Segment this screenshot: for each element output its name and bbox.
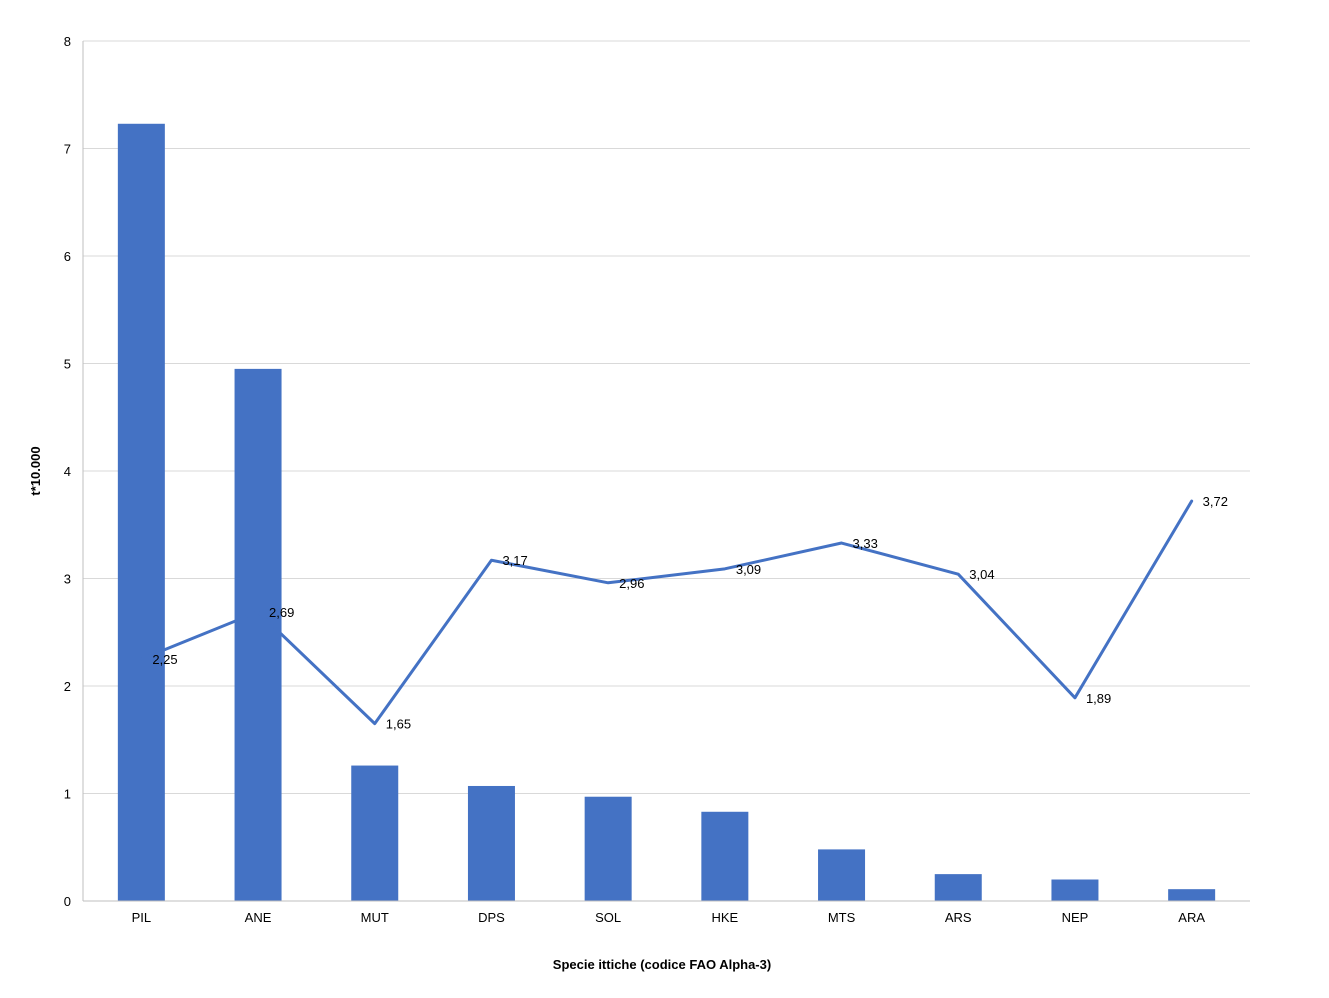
bar-dps [467, 785, 515, 901]
line-data-label-pil: 2,25 [152, 652, 177, 667]
bar-mts [818, 849, 866, 901]
bar-pil [117, 123, 165, 901]
y-tick-label: 6 [64, 249, 71, 264]
y-tick-label: 1 [64, 787, 71, 802]
line-data-label-nep: 1,89 [1086, 691, 1111, 706]
bar-ane [234, 368, 282, 901]
line-data-label-ara: 3,72 [1203, 494, 1228, 509]
x-tick-label-mts: MTS [828, 910, 856, 925]
x-tick-label-dps: DPS [478, 910, 505, 925]
x-tick-label-mut: MUT [361, 910, 389, 925]
y-tick-label: 5 [64, 357, 71, 372]
line-data-label-mts: 3,33 [853, 536, 878, 551]
y-tick-label: 2 [64, 679, 71, 694]
bar-nep [1051, 879, 1099, 901]
y-tick-label: 7 [64, 142, 71, 157]
line-data-label-hke: 3,09 [736, 562, 761, 577]
line-data-label-sol: 2,96 [619, 576, 644, 591]
line-series [139, 499, 1194, 726]
x-tick-label-sol: SOL [595, 910, 621, 925]
line-data-label-ars: 3,04 [969, 567, 994, 582]
y-axis-title: t*10.000 [28, 446, 43, 495]
bar-hke [701, 811, 749, 901]
bar-sol [584, 796, 632, 901]
x-tick-label-ane: ANE [245, 910, 272, 925]
line-data-label-dps: 3,17 [502, 553, 527, 568]
line-data-label-mut: 1,65 [386, 717, 411, 732]
x-tick-label-nep: NEP [1062, 910, 1089, 925]
x-tick-label-hke: HKE [711, 910, 738, 925]
line-data-label-ane: 2,69 [269, 605, 294, 620]
axes: 0 1 2 3 4 5 6 7 8 PIL ANE MUT DPS SOL HKE MTS ARS NEP ARA [64, 34, 1250, 925]
y-tick-label: 3 [64, 572, 71, 587]
y-tick-label: 8 [64, 34, 71, 49]
bar-series [117, 123, 1216, 901]
x-axis-title: Specie ittiche (codice FAO Alpha-3) [553, 957, 771, 972]
bar-mut [351, 765, 399, 901]
x-tick-label-pil: PIL [132, 910, 152, 925]
y-tick-label: 4 [64, 464, 71, 479]
x-tick-label-ars: ARS [945, 910, 972, 925]
data-labels: 2,25 2,69 1,65 3,17 2,96 3,09 3,33 3,04 1,89 3,72 [152, 494, 1228, 732]
bar-ars [934, 874, 982, 901]
bar-ara [1168, 889, 1216, 901]
y-tick-label: 0 [64, 894, 71, 909]
line-series-path [139, 499, 1194, 726]
x-tick-label-ara: ARA [1178, 910, 1205, 925]
